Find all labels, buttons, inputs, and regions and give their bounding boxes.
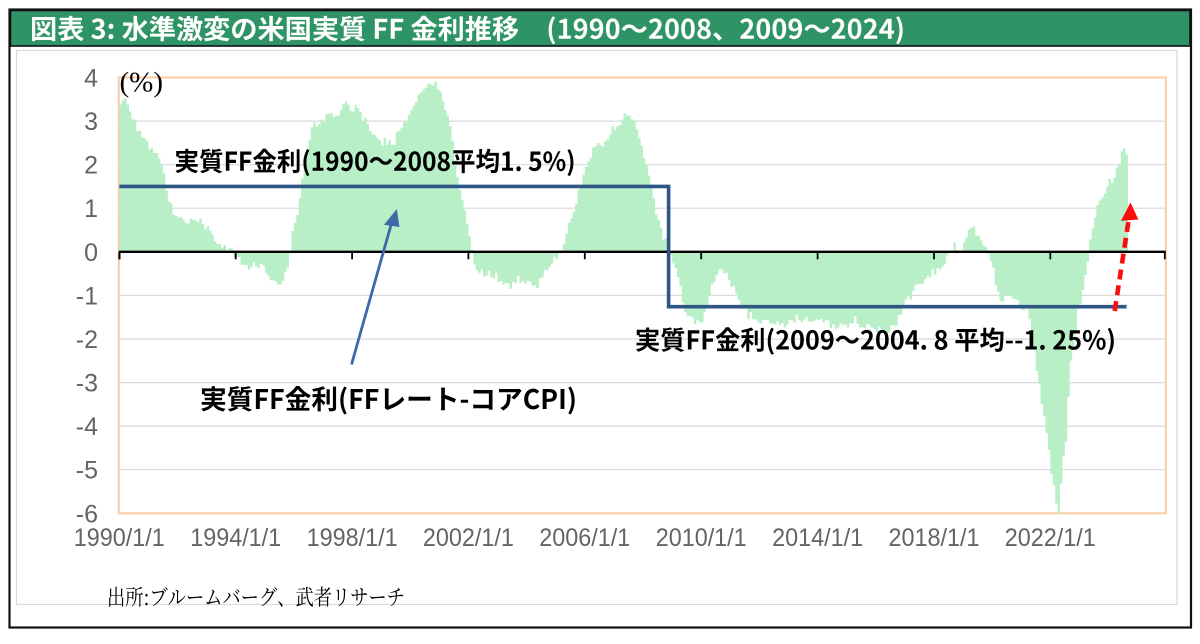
svg-text:-5: -5: [76, 457, 98, 485]
svg-text:2010/1/1: 2010/1/1: [656, 524, 747, 552]
svg-text:2006/1/1: 2006/1/1: [539, 524, 630, 552]
svg-text:-2: -2: [76, 326, 98, 354]
svg-text:-3: -3: [76, 370, 98, 398]
svg-text:2: 2: [84, 152, 98, 180]
svg-text:0: 0: [84, 239, 98, 267]
svg-text:(%): (%): [120, 67, 163, 99]
svg-text:2002/1/1: 2002/1/1: [423, 524, 514, 552]
svg-text:4: 4: [84, 65, 98, 93]
svg-text:1998/1/1: 1998/1/1: [307, 524, 398, 552]
svg-text:3: 3: [84, 108, 98, 136]
svg-text:1: 1: [84, 195, 98, 223]
svg-text:1994/1/1: 1994/1/1: [190, 524, 281, 552]
svg-text:-1: -1: [76, 282, 98, 310]
svg-text:2014/1/1: 2014/1/1: [772, 524, 863, 552]
svg-text:1990/1/1: 1990/1/1: [74, 524, 165, 552]
svg-text:-6: -6: [76, 500, 98, 528]
svg-text:2018/1/1: 2018/1/1: [889, 524, 980, 552]
svg-text:-4: -4: [76, 413, 98, 441]
svg-text:2022/1/1: 2022/1/1: [1005, 524, 1096, 552]
